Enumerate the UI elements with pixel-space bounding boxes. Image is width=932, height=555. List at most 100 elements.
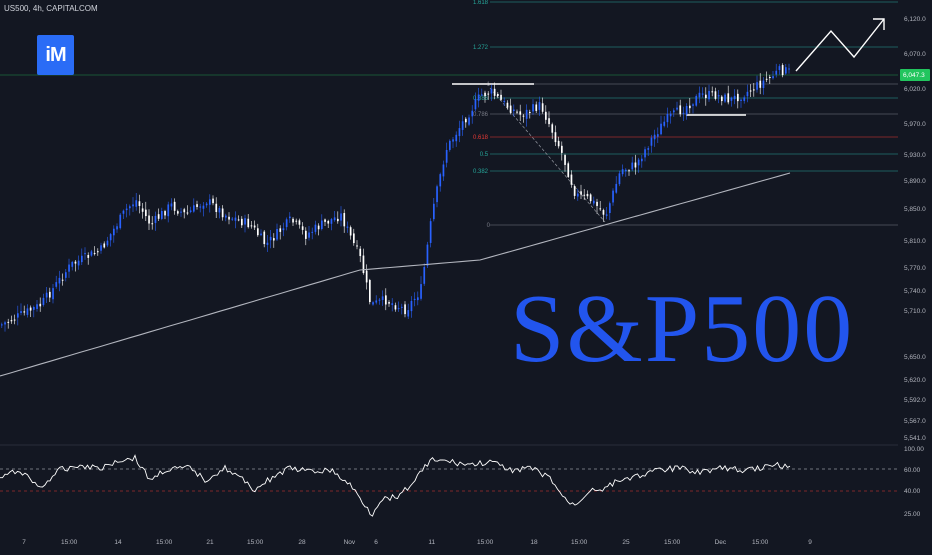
- candle-body: [58, 277, 61, 284]
- time-axis-label: Nov: [344, 539, 356, 546]
- fib-level-label: 0: [487, 223, 491, 229]
- candle-body: [365, 270, 368, 283]
- candle-body: [314, 224, 317, 232]
- candle-body: [586, 193, 589, 197]
- candle-body: [266, 242, 269, 245]
- time-axis-label: 15:00: [61, 539, 78, 546]
- candle-body: [45, 292, 48, 298]
- projection-arrowhead: [873, 18, 885, 30]
- rsi-axis-label: 25.00: [904, 511, 921, 518]
- candle-body: [644, 149, 646, 158]
- candle-body: [625, 169, 627, 172]
- candle-body: [490, 88, 493, 94]
- candle-body: [250, 225, 253, 227]
- candle-body: [762, 80, 765, 89]
- candle-body: [535, 104, 538, 111]
- candle-body: [343, 213, 346, 227]
- candle-body: [103, 243, 106, 248]
- candle-body: [321, 220, 323, 230]
- candle-body: [452, 139, 454, 142]
- candle-body: [529, 112, 531, 114]
- current-price-tag: [900, 69, 930, 81]
- candle-body: [74, 261, 77, 264]
- candle-body: [449, 140, 451, 150]
- candle-body: [465, 118, 467, 123]
- candle-body: [7, 321, 10, 323]
- time-axis-label: 14: [114, 539, 122, 546]
- candle-body: [669, 113, 672, 117]
- rsi-line: [0, 454, 791, 517]
- candle-body: [359, 248, 362, 257]
- candle-body: [474, 99, 477, 110]
- candle-body: [145, 209, 147, 217]
- candle-body: [263, 231, 266, 245]
- candle-body: [660, 123, 662, 135]
- time-axis-label: 15:00: [247, 539, 264, 546]
- time-axis-label: 9: [808, 539, 812, 546]
- candle-body: [653, 134, 656, 140]
- candle-body: [458, 128, 461, 137]
- candle-body: [353, 233, 355, 244]
- fib-level-label: 1.618: [473, 0, 489, 6]
- candle-body: [97, 251, 99, 253]
- candle-body: [100, 245, 102, 251]
- candle-body: [679, 105, 682, 115]
- candle-body: [557, 140, 560, 147]
- time-axis-label: 15:00: [664, 539, 681, 546]
- candle-body: [260, 233, 262, 236]
- projection-path: [795, 18, 885, 72]
- candle-body: [666, 113, 669, 123]
- candle-body: [509, 105, 512, 113]
- candle-body: [695, 95, 698, 106]
- candle-body: [106, 240, 109, 246]
- current-price-label: 6,047.3: [903, 72, 925, 79]
- candle-body: [23, 311, 26, 313]
- candle-body: [324, 219, 326, 222]
- candle-body: [349, 227, 352, 236]
- candle-body: [401, 306, 403, 308]
- candle-body: [561, 145, 563, 153]
- candle-body: [356, 245, 358, 247]
- candle-body: [772, 76, 774, 79]
- candle-body: [513, 109, 515, 111]
- price-axis-label: 5,740.0: [904, 288, 926, 295]
- candle-body: [701, 93, 704, 95]
- candle-body: [647, 148, 650, 150]
- candle-body: [215, 203, 218, 213]
- candle-body: [685, 106, 688, 115]
- time-axis-label: 15:00: [156, 539, 173, 546]
- candle-body: [212, 198, 214, 204]
- candle-body: [612, 190, 614, 203]
- candle-body: [129, 206, 131, 209]
- price-axis-label: 5,970.0: [904, 121, 926, 128]
- candle-body: [148, 215, 150, 224]
- candle-body: [525, 109, 528, 119]
- time-axis-label: 11: [428, 539, 435, 546]
- rsi-axis-label: 60.00: [904, 467, 921, 474]
- fib-level-label: 0.618: [473, 135, 489, 141]
- fib-anchor-line: [489, 87, 606, 223]
- fib-level-label: 0.5: [480, 152, 489, 158]
- candle-body: [90, 251, 93, 256]
- candle-body: [292, 218, 294, 223]
- candle-body: [689, 105, 691, 109]
- candle-body: [228, 216, 230, 220]
- candlesticks: [1, 63, 790, 332]
- time-axis-label: 7: [22, 539, 26, 546]
- candle-body: [317, 225, 320, 230]
- candle-body: [289, 216, 291, 219]
- candle-body: [551, 124, 554, 133]
- candle-body: [189, 210, 192, 212]
- candle-body: [193, 205, 195, 212]
- price-axis-label: 5,890.0: [904, 178, 926, 185]
- candle-body: [285, 219, 288, 228]
- candle-body: [775, 70, 778, 75]
- candle-body: [122, 210, 125, 214]
- candle-body: [333, 217, 336, 221]
- candle-body: [663, 121, 666, 126]
- candle-body: [87, 254, 90, 258]
- price-axis-label: 6,070.0: [904, 51, 926, 58]
- candle-body: [369, 279, 371, 303]
